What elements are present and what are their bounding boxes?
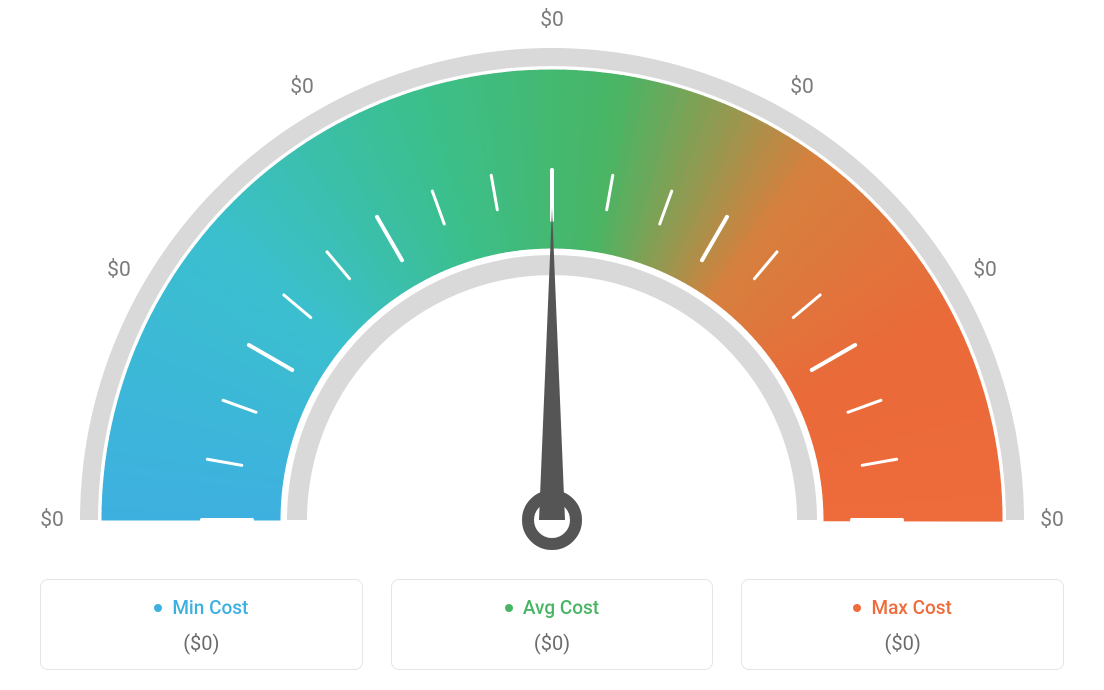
gauge-cost-chart: $0 $0 $0 $0 $0 $0 $0 Min Cost ($0) Avg Cost ($…: [0, 0, 1104, 690]
legend-dot-max: [853, 604, 861, 612]
gauge-tick-label: $0: [107, 258, 131, 282]
gauge-tick-label: $0: [790, 75, 814, 99]
legend-value-min: ($0): [51, 631, 352, 655]
legend-title-min: Min Cost: [154, 596, 248, 619]
gauge-tick-label: $0: [1040, 508, 1064, 532]
gauge-tick-label: $0: [973, 258, 997, 282]
legend-value-max: ($0): [752, 631, 1053, 655]
gauge-svg: [0, 0, 1104, 560]
legend-card-min: Min Cost ($0): [40, 579, 363, 670]
legend-value-avg: ($0): [402, 631, 703, 655]
legend-label-min: Min Cost: [172, 596, 248, 619]
gauge-tick-label: $0: [540, 8, 564, 32]
legend-title-max: Max Cost: [853, 596, 951, 619]
legend-title-avg: Avg Cost: [505, 596, 599, 619]
legend-label-avg: Avg Cost: [523, 596, 599, 619]
gauge-tick-label: $0: [40, 508, 64, 532]
gauge-area: $0 $0 $0 $0 $0 $0 $0: [0, 0, 1104, 560]
legend-card-max: Max Cost ($0): [741, 579, 1064, 670]
legend-label-max: Max Cost: [871, 596, 951, 619]
legend-row: Min Cost ($0) Avg Cost ($0) Max Cost ($0…: [40, 579, 1064, 670]
gauge-tick-label: $0: [290, 75, 314, 99]
legend-dot-min: [154, 604, 162, 612]
legend-dot-avg: [505, 604, 513, 612]
legend-card-avg: Avg Cost ($0): [391, 579, 714, 670]
